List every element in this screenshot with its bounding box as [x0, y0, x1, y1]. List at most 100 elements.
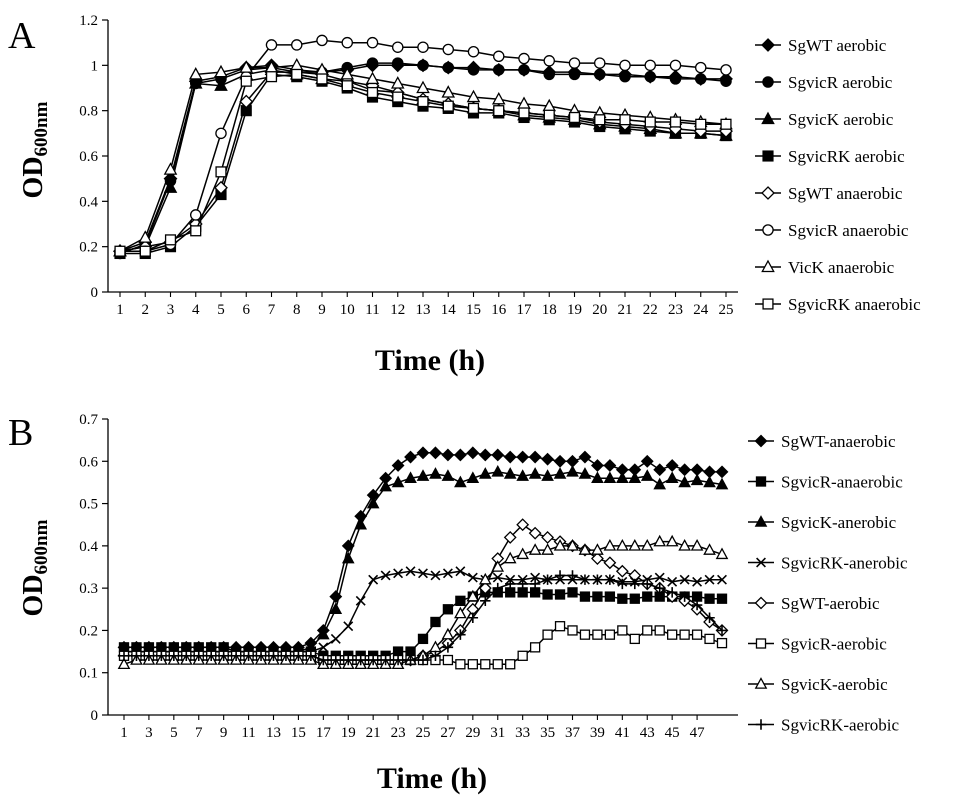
panel-b-data-point: [355, 595, 366, 606]
panel-a-data-point: [291, 68, 303, 80]
panel-b-data-point: [542, 589, 553, 600]
panel-a-data-point: [163, 162, 178, 175]
panel-b-x-tick-label: 23: [391, 725, 406, 741]
panel-b-data-point: [716, 593, 728, 604]
panel-a-legend-marker: [762, 150, 774, 162]
panel-b-data-point: [530, 572, 541, 583]
panel-b-data-point: [665, 471, 679, 483]
panel-a-data-point: [365, 71, 380, 85]
panel-a-y-tick-label: 0.6: [79, 149, 98, 165]
panel-a-data-point: [215, 166, 227, 178]
panel-a-x-tick-label: 3: [167, 302, 175, 318]
panel-a-x-tick-label: 24: [693, 302, 709, 318]
panel-a-data-point: [619, 70, 631, 83]
panel-b-data-point: [441, 469, 455, 481]
panel-b-legend-marker: [754, 515, 768, 527]
panel-b-x-tick-label: 39: [590, 725, 605, 741]
panel-a-y-tick-label: 0.8: [79, 104, 98, 120]
panel-b-data-point: [491, 448, 505, 462]
panel-b-data-point: [341, 551, 355, 564]
panel-a-x-tick-label: 15: [466, 302, 481, 318]
panel-a-series-7: [113, 57, 733, 257]
panel-b-data-point: [478, 572, 492, 585]
panel-b-data-point: [455, 659, 466, 670]
panel-a-x-tick-label: 23: [668, 302, 683, 318]
panel-b-data-point: [392, 654, 404, 666]
panel-b-data-point: [617, 625, 628, 636]
panel-b-x-tick-label: 17: [316, 725, 332, 741]
panel-b-series-line: [124, 471, 723, 653]
panel-b-x-tick-label: 5: [170, 725, 178, 741]
panel-a-data-point: [190, 225, 202, 237]
panel-b-data-point: [715, 465, 729, 479]
panel-b-xlabel: Time (h): [377, 762, 487, 795]
panel-b-legend-item: SgvicRK-aerobic: [748, 716, 899, 735]
panel-a-y-tick-label: 0.4: [79, 194, 98, 210]
panel-b-data-point: [503, 551, 517, 564]
panel-b-data-point: [579, 591, 591, 602]
panel-b-data-point: [156, 650, 167, 662]
panel-b-data-point: [603, 538, 617, 551]
panel-b-data-point: [430, 570, 441, 581]
panel-a-data-point: [240, 75, 252, 87]
panel-b-data-point: [466, 589, 480, 602]
panel-b-data-point: [379, 479, 392, 492]
panel-a-x-tick-label: 2: [142, 302, 150, 318]
panel-b-legend-item: SgvicR-aerobic: [748, 635, 887, 654]
panel-a-legend-marker: [762, 298, 774, 310]
panel-b-data-point: [679, 591, 690, 602]
panel-a-legend: SgWT aerobic SgvicR aerobic SgvicK aerobic…: [755, 36, 921, 314]
panel-b-data-point: [455, 629, 466, 640]
panel-b-data-point: [368, 574, 379, 585]
panel-b-data-point: [503, 467, 517, 479]
panel-b-data-point: [616, 538, 629, 551]
panel-a-data-point: [467, 45, 480, 58]
panel-a-data-point: [340, 67, 355, 80]
panel-a-legend-item: SgvicRK anaerobic: [755, 295, 921, 314]
panel-b-data-point: [230, 650, 242, 662]
panel-a-data-point: [366, 36, 379, 49]
panel-b-data-point: [629, 593, 640, 604]
panel-b-legend-marker: [755, 476, 767, 487]
panel-b-data-point: [503, 450, 517, 464]
panel-b-data-point: [640, 538, 654, 551]
panel-b-data-point: [430, 650, 441, 662]
panel-b-legend-item: SgWT-aerobic: [748, 594, 880, 613]
panel-b-data-point: [466, 446, 480, 460]
panel-b-legend-marker: [754, 434, 768, 448]
panel-a-data-point: [290, 39, 303, 51]
panel-a-legend-marker: [761, 38, 775, 52]
panel-b-data-point: [305, 650, 317, 662]
panel-a-data-point: [442, 100, 454, 112]
panel-b-data-point: [516, 469, 529, 481]
panel-b-x-tick-label: 43: [640, 725, 655, 741]
panel-b-data-point: [329, 602, 343, 615]
panel-b-y-tick-label: 0.5: [79, 497, 98, 513]
panel-a: A OD600nm Time (h) 00.20.40.60.811.21 2 3 4…: [8, 13, 921, 377]
panel-a-data-point: [214, 64, 228, 78]
panel-b-data-point: [492, 572, 503, 583]
panel-b-legend-marker: [754, 596, 768, 610]
panel-b-data-point: [441, 448, 455, 462]
panel-a-data-point: [669, 59, 682, 72]
panel-a-data-point: [543, 68, 556, 81]
panel-a-x-tick-label: 18: [542, 302, 557, 318]
panel-b-data-point: [667, 576, 678, 587]
panel-b-data-point: [454, 606, 467, 619]
panel-b-data-point: [243, 650, 254, 662]
panel-b-data-point: [567, 625, 578, 636]
panel-b-data-point: [491, 464, 505, 477]
panel-a-x-tick-label: 13: [416, 302, 431, 318]
panel-b-data-point: [579, 574, 591, 585]
panel-a-y-tick-label: 0: [91, 285, 99, 301]
panel-b-data-point: [193, 650, 204, 662]
panel-b-data-point: [692, 576, 703, 587]
panel-b-data-point: [590, 552, 604, 565]
panel-b-data-point: [418, 568, 428, 579]
panel-b-data-point: [542, 574, 553, 585]
panel-b-data-point: [654, 582, 665, 594]
panel-b-legend: SgWT-anaerobic SgvicR-anaerobic SgvicK-ane…: [748, 432, 908, 735]
panel-a-legend-label: SgvicR aerobic: [788, 73, 893, 92]
panel-a-data-point: [594, 114, 606, 126]
panel-b-data-point: [529, 587, 541, 598]
